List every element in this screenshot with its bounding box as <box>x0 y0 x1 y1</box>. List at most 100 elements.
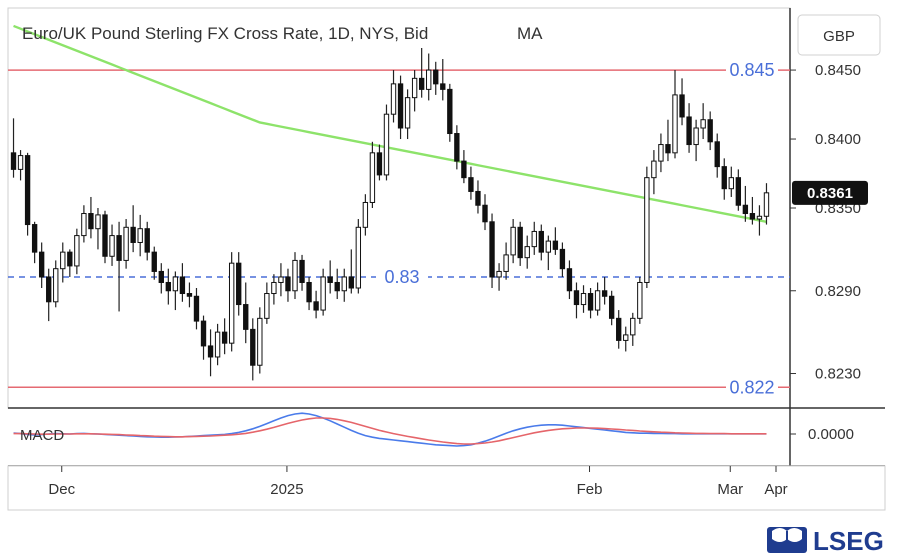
candle-body <box>517 226 523 259</box>
date-tick-label: Dec <box>48 481 75 498</box>
candle-body <box>88 213 94 230</box>
candle-body <box>552 240 559 250</box>
candle-body <box>236 262 242 306</box>
candle-body <box>123 226 129 261</box>
candle-body <box>510 226 516 256</box>
candle-body <box>200 320 207 347</box>
candle-body <box>60 251 66 270</box>
candle-body <box>102 214 108 257</box>
candle-body <box>67 251 73 267</box>
lseg-emblem-icon <box>767 527 807 553</box>
date-tick-label: Mar <box>717 481 743 498</box>
current-price-tag: 0.8361 <box>792 180 868 205</box>
ma-layer <box>13 24 767 223</box>
candles-layer <box>10 48 770 381</box>
candle-body <box>616 317 622 341</box>
candle-body <box>278 276 284 283</box>
candle-body <box>538 230 544 253</box>
brand-name: LSEG <box>813 526 884 556</box>
candle-body <box>630 317 636 336</box>
candle-body <box>672 94 678 154</box>
candle-body <box>503 254 509 272</box>
candle-body <box>679 94 685 118</box>
candle-body <box>24 155 31 226</box>
candle-body <box>257 317 263 366</box>
candle-body <box>327 276 333 283</box>
currency-button[interactable]: GBP <box>797 14 881 56</box>
candle-body <box>418 77 425 90</box>
candle-body <box>700 119 706 129</box>
moving-average-line <box>13 24 767 223</box>
candle-body <box>454 133 460 162</box>
candle-body <box>95 214 101 230</box>
candle-body <box>38 251 45 278</box>
candle-body <box>144 228 150 253</box>
currency-button-bg[interactable] <box>797 14 881 56</box>
macd-line <box>13 412 767 447</box>
candle-body <box>411 77 418 99</box>
candle-body <box>31 224 38 253</box>
indicator-label[interactable]: MA <box>517 24 543 43</box>
candle-body <box>292 259 298 292</box>
candle-body <box>264 293 270 319</box>
candle-body <box>74 235 80 267</box>
candle-body <box>130 226 136 243</box>
signal-line <box>13 417 767 445</box>
candle-body <box>228 262 235 344</box>
candle-body <box>721 166 727 190</box>
price-tick-label: 0.8450 <box>815 62 861 79</box>
candle-body <box>573 290 580 306</box>
candle-body <box>320 276 326 311</box>
date-tick-label: 2025 <box>270 481 303 498</box>
candle-body <box>545 240 552 253</box>
candle-body <box>531 230 537 248</box>
price-tick-label: 0.8290 <box>815 283 861 300</box>
candle-body <box>665 144 671 154</box>
candle-body <box>334 281 340 292</box>
candle-body <box>489 221 495 278</box>
candle-body <box>749 213 756 220</box>
candle-body <box>271 281 277 295</box>
candle-body <box>440 83 446 90</box>
candle-body <box>658 144 664 162</box>
candle-body <box>46 276 52 303</box>
candle-body <box>426 69 432 90</box>
currency-button-label[interactable]: GBP <box>823 28 855 45</box>
candle-body <box>756 215 763 220</box>
price-tick-label: 0.8230 <box>815 366 861 383</box>
candle-body <box>728 177 734 190</box>
candle-body <box>10 152 17 170</box>
macd-tick-label: 0.0000 <box>808 426 854 443</box>
candle-body <box>475 190 481 206</box>
candle-body <box>362 201 369 228</box>
candle-body <box>404 97 411 129</box>
candle-body <box>158 270 164 283</box>
candle-body <box>207 345 214 358</box>
candle-body <box>221 331 228 344</box>
candle-body <box>151 251 157 272</box>
candle-body <box>179 276 186 295</box>
candle-body <box>341 276 347 292</box>
candle-body <box>566 268 573 292</box>
macd-layer: 0.0000 <box>13 412 854 447</box>
levels-layer: 0.845 0.83 0.822 <box>8 58 790 400</box>
candle-body <box>172 276 179 292</box>
date-tick-label: Feb <box>577 481 603 498</box>
candle-body <box>559 248 566 270</box>
macd-label: MACD <box>20 427 64 444</box>
candle-body <box>714 141 720 168</box>
level-label-bg <box>726 58 778 83</box>
candle-body <box>376 152 383 176</box>
candle-body <box>496 270 502 278</box>
candle-body <box>285 276 291 292</box>
candle-body <box>594 290 601 311</box>
candle-body <box>355 226 362 289</box>
candle-body <box>306 281 312 303</box>
candle-body <box>214 331 221 358</box>
candle-body <box>742 204 749 215</box>
candle-body <box>651 160 657 179</box>
candle-body <box>137 228 143 243</box>
candle-body <box>763 192 770 217</box>
